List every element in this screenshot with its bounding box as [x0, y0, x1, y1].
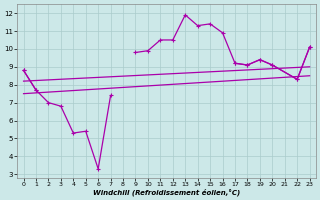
X-axis label: Windchill (Refroidissement éolien,°C): Windchill (Refroidissement éolien,°C): [93, 188, 240, 196]
